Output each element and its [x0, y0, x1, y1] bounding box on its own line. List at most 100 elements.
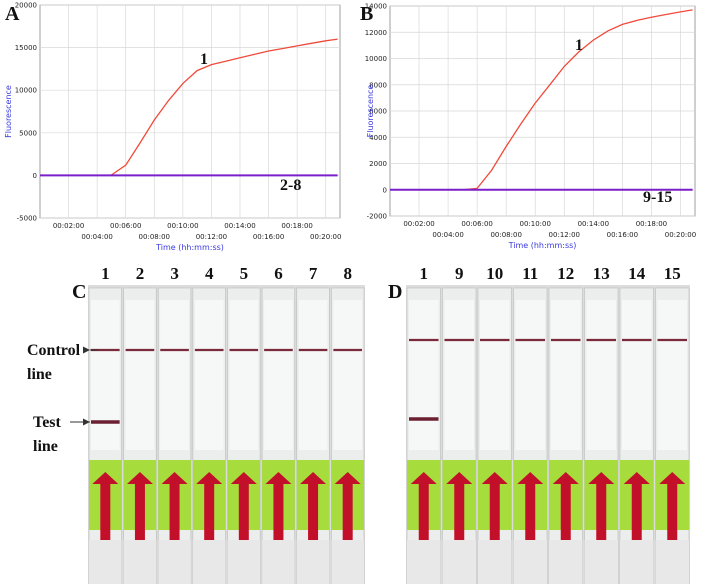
lane-label: 13: [593, 264, 610, 283]
lane-label: 1: [101, 264, 110, 283]
y-tick-label: 12000: [365, 29, 387, 37]
strip-foot: [192, 540, 226, 584]
series-label: 1: [200, 51, 208, 68]
strip-foot: [331, 540, 364, 584]
strip-window: [622, 300, 652, 450]
y-axis-title: Fluorescence: [4, 85, 13, 138]
arrow: [265, 472, 292, 540]
strip-foot: [655, 540, 689, 584]
line-label: line: [33, 438, 58, 455]
x-tick-label: 00:14:00: [224, 222, 255, 230]
arrow: [92, 472, 119, 540]
x-tick-label: 00:04:00: [432, 231, 463, 239]
arrow: [196, 472, 223, 540]
strip-foot: [442, 540, 476, 584]
x-tick-label: 00:08:00: [490, 231, 521, 239]
y-tick-label: 10000: [15, 87, 37, 95]
arrow: [446, 472, 473, 540]
strip-foot: [158, 540, 191, 584]
arrow: [334, 472, 361, 540]
lane-label: 12: [557, 264, 574, 283]
x-tick-label: 00:18:00: [636, 220, 667, 228]
lane-label: 2: [136, 264, 145, 283]
strip-foot: [584, 540, 618, 584]
x-tick-label: 00:12:00: [549, 231, 580, 239]
strip-window: [229, 300, 259, 450]
strip-foot: [407, 540, 441, 584]
y-tick-label: 8000: [369, 81, 387, 89]
x-tick-label: 00:20:00: [310, 233, 341, 241]
strip-window: [444, 300, 474, 450]
lane-label: 9: [455, 264, 464, 283]
lane-label: 4: [205, 264, 214, 283]
strip-window: [298, 300, 328, 450]
series-label: 1: [575, 37, 583, 54]
x-tick-label: 00:16:00: [253, 233, 284, 241]
panel-label: A: [5, 3, 20, 25]
series-label: 9-15: [643, 189, 672, 206]
strip-foot: [227, 540, 261, 584]
y-tick-label: -5000: [17, 215, 37, 223]
y-tick-label: 14000: [365, 3, 387, 11]
arrow: [410, 472, 437, 540]
strip-window: [125, 300, 155, 450]
y-tick-label: 0: [33, 172, 37, 180]
x-axis-title: Time (hh:mm:ss): [508, 241, 577, 250]
strip-foot: [262, 540, 295, 584]
strip-window: [515, 300, 545, 450]
strip-window: [480, 300, 510, 450]
lane-label: 11: [522, 264, 538, 283]
strip-window: [409, 300, 439, 450]
y-tick-label: 4000: [369, 134, 387, 142]
x-tick-label: 00:16:00: [607, 231, 638, 239]
x-tick-label: 00:06:00: [461, 220, 492, 228]
lane-label: 15: [664, 264, 681, 283]
strip-foot: [513, 540, 547, 584]
lane-label: 5: [240, 264, 249, 283]
series-label: 2-8: [280, 177, 301, 194]
lane-label: 7: [309, 264, 318, 283]
strip-foot: [620, 540, 654, 584]
strip-window: [160, 300, 189, 450]
x-tick-label: 00:04:00: [81, 233, 112, 241]
arrow: [300, 472, 327, 540]
arrow: [588, 472, 615, 540]
line-label: Test: [33, 414, 62, 431]
strip-foot: [549, 540, 583, 584]
strip-window: [333, 300, 362, 450]
strip-foot: [296, 540, 330, 584]
arrow: [126, 472, 153, 540]
y-axis-title: Fluorescence: [366, 85, 375, 138]
arrow: [161, 472, 188, 540]
panel-label: C: [72, 281, 86, 303]
x-tick-label: 00:10:00: [167, 222, 198, 230]
lane-label: 10: [486, 264, 503, 283]
y-tick-label: 5000: [19, 129, 37, 137]
strip-window: [551, 300, 581, 450]
line-label: Control: [27, 342, 81, 359]
pointer-head: [83, 346, 90, 354]
x-tick-label: 00:02:00: [403, 220, 434, 228]
arrow: [659, 472, 686, 540]
panel-label: B: [360, 3, 373, 25]
strip-window: [194, 300, 224, 450]
arrow: [623, 472, 650, 540]
plot-area: [39, 4, 341, 219]
x-tick-label: 00:08:00: [139, 233, 170, 241]
x-tick-label: 00:20:00: [665, 231, 696, 239]
y-tick-label: 15000: [15, 44, 37, 52]
y-tick-label: 10000: [365, 55, 387, 63]
strip-window: [264, 300, 293, 450]
y-tick-label: 20000: [15, 2, 37, 10]
line-label: line: [27, 366, 52, 383]
y-tick-label: 0: [383, 186, 387, 194]
strip-foot: [478, 540, 512, 584]
panel-label: D: [388, 281, 402, 303]
strip-foot: [123, 540, 157, 584]
lane-label: 3: [170, 264, 179, 283]
x-tick-label: 00:12:00: [196, 233, 227, 241]
x-tick-label: 00:10:00: [520, 220, 551, 228]
pointer-head: [83, 418, 90, 426]
lane-label: 1: [420, 264, 429, 283]
